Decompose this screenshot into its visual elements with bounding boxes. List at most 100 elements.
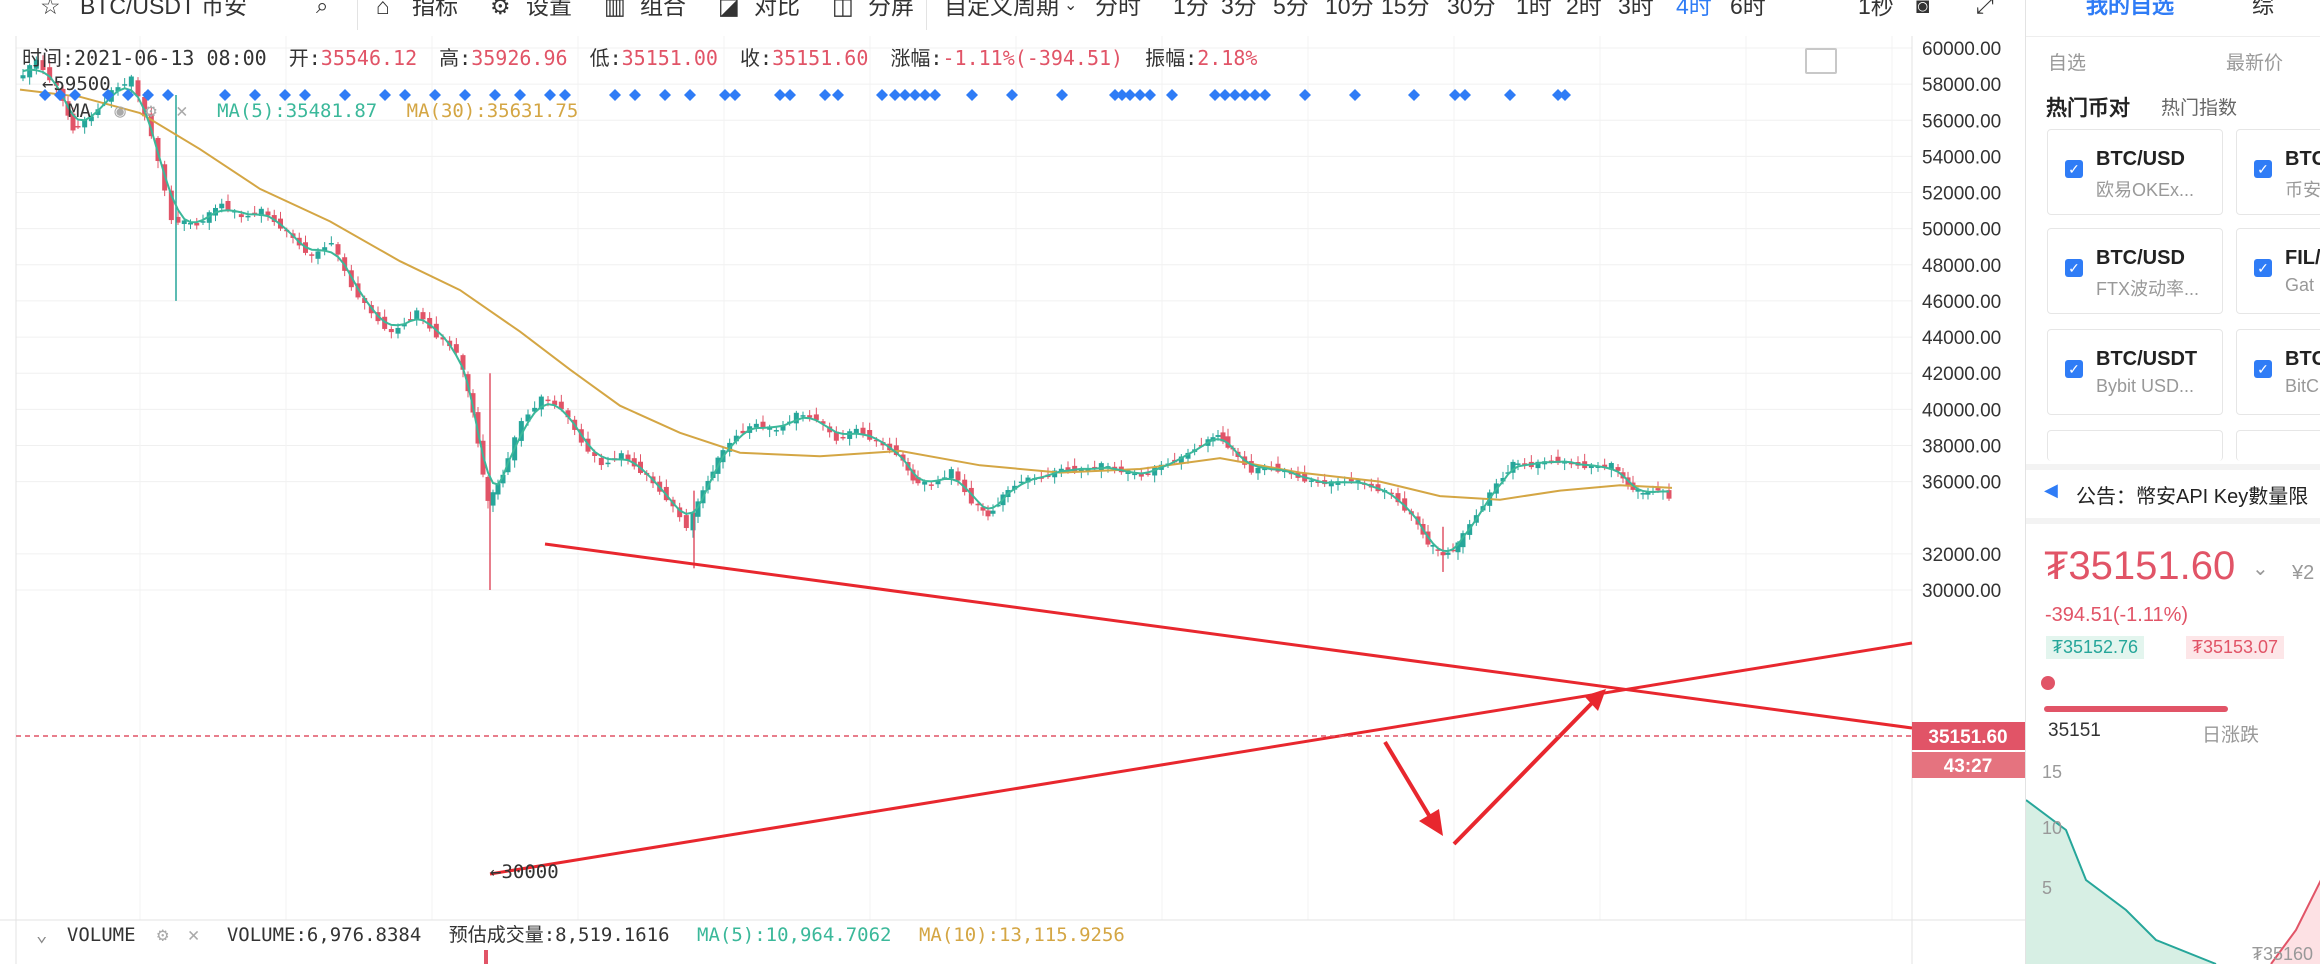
signal-marker-icon[interactable]	[819, 89, 831, 101]
coin-card[interactable]: ✓ BTC 币安	[2236, 129, 2320, 215]
tab-hot-index[interactable]: 热门指数	[2161, 98, 2238, 119]
announcement-bar[interactable]: ◀ 公告： 幣安API Key數量限	[2026, 470, 2320, 514]
signal-marker-icon[interactable]	[629, 89, 641, 101]
candlestick-chart-area[interactable]: ←59500 ←30000 60000.00 58000.00 56000.00 540…	[0, 36, 2025, 964]
coin-card[interactable]: ✓ BTC/USDT Bybit USD...	[2047, 329, 2223, 415]
signal-marker-icon[interactable]	[1459, 89, 1471, 101]
camera-icon[interactable]: ◙	[1916, 0, 1930, 18]
signal-marker-icon[interactable]	[1408, 89, 1420, 101]
signal-marker-icon[interactable]	[1239, 89, 1251, 101]
watchlist-label[interactable]: 自选	[2048, 53, 2087, 74]
signal-marker-icon[interactable]	[219, 89, 231, 101]
signal-marker-icon[interactable]	[1116, 89, 1128, 101]
interval-1s[interactable]: 1秒	[1858, 0, 1894, 19]
signal-marker-icon[interactable]	[1006, 89, 1018, 101]
signal-marker-icon[interactable]	[1229, 89, 1241, 101]
signal-marker-icon[interactable]	[279, 89, 291, 101]
indicators-icon[interactable]: ⌂	[376, 0, 390, 19]
coin-card-partial[interactable]	[2236, 430, 2320, 461]
compare-icon[interactable]: ◪	[718, 0, 740, 19]
checkbox-checked-icon[interactable]: ✓	[2065, 259, 2083, 277]
close-icon[interactable]: ✕	[176, 100, 188, 122]
signal-marker-icon[interactable]	[876, 89, 888, 101]
signal-marker-icon[interactable]	[429, 89, 441, 101]
period-tab-6[interactable]: 30分	[1447, 0, 1496, 19]
signal-marker-icon[interactable]	[1449, 89, 1461, 101]
signal-marker-icon[interactable]	[832, 89, 844, 101]
signal-marker-icon[interactable]	[1259, 89, 1271, 101]
signal-marker-icon[interactable]	[339, 89, 351, 101]
signal-marker-icon[interactable]	[966, 89, 978, 101]
signal-marker-icon[interactable]	[909, 89, 921, 101]
signal-marker-icon[interactable]	[1124, 89, 1136, 101]
period-tab-1[interactable]: 1分	[1173, 0, 1209, 19]
signal-marker-icon[interactable]	[69, 89, 81, 101]
signal-marker-icon[interactable]	[1552, 89, 1564, 101]
ascending-trendline[interactable]	[489, 641, 1913, 876]
favorite-star-icon[interactable]: ☆	[40, 0, 61, 19]
signal-marker-icon[interactable]	[1209, 89, 1221, 101]
signal-marker-icon[interactable]	[399, 89, 411, 101]
gear-icon[interactable]: ⚙	[157, 924, 169, 946]
symbol-label[interactable]: BTC/USDT 币安	[80, 0, 247, 19]
split-screen-button[interactable]: 分屏	[868, 0, 914, 19]
period-tab-7[interactable]: 1时	[1516, 0, 1552, 19]
signal-marker-icon[interactable]	[1056, 89, 1068, 101]
signal-marker-icon[interactable]	[1109, 89, 1121, 101]
signal-marker-icon[interactable]	[659, 89, 671, 101]
signal-marker-icon[interactable]	[719, 89, 731, 101]
checkbox-checked-icon[interactable]: ✓	[2065, 360, 2083, 378]
signal-marker-icon[interactable]	[1349, 89, 1361, 101]
tab-my-watchlist[interactable]: 我的自选	[2086, 0, 2175, 18]
signal-marker-icon[interactable]	[729, 89, 741, 101]
period-tab-11[interactable]: 6时	[1730, 0, 1766, 19]
signal-marker-icon[interactable]	[102, 89, 114, 101]
signal-marker-icon[interactable]	[609, 89, 621, 101]
fullscreen-icon[interactable]: ⤢	[1976, 0, 1994, 18]
signal-marker-icon[interactable]	[889, 89, 901, 101]
signal-marker-icon[interactable]	[514, 89, 526, 101]
signal-marker-icon[interactable]	[489, 89, 501, 101]
coin-card[interactable]: ✓ FIL/ Gat	[2236, 228, 2320, 314]
gear-icon[interactable]: ⚙	[145, 100, 157, 122]
period-tab-2[interactable]: 3分	[1221, 0, 1257, 19]
search-icon[interactable]: ⌕	[316, 0, 329, 18]
signal-marker-icon[interactable]	[774, 89, 786, 101]
checkbox-checked-icon[interactable]: ✓	[2254, 259, 2272, 277]
combo-button[interactable]: 组合	[640, 0, 686, 19]
checkbox-checked-icon[interactable]: ✓	[2065, 160, 2083, 178]
signal-marker-icon[interactable]	[929, 89, 941, 101]
descending-trendline[interactable]	[544, 542, 1913, 730]
signal-marker-icon[interactable]	[249, 89, 261, 101]
signal-marker-icon[interactable]	[919, 89, 931, 101]
checkbox-checked-icon[interactable]: ✓	[2254, 160, 2272, 178]
chevron-down-icon[interactable]: ⌄	[2252, 558, 2269, 580]
settings-button[interactable]: 设置	[526, 0, 572, 19]
settings-icon[interactable]: ⚙	[490, 0, 511, 19]
compare-button[interactable]: 对比	[754, 0, 800, 19]
signal-marker-icon[interactable]	[142, 89, 154, 101]
checkbox-checked-icon[interactable]: ✓	[2254, 360, 2272, 378]
period-tab-10[interactable]: 4时	[1676, 0, 1712, 19]
signal-marker-icon[interactable]	[559, 89, 571, 101]
signal-marker-icon[interactable]	[899, 89, 911, 101]
period-tab-8[interactable]: 2时	[1566, 0, 1602, 19]
signal-marker-icon[interactable]	[379, 89, 391, 101]
period-tab-0[interactable]: 分时	[1095, 0, 1141, 19]
signal-marker-icon[interactable]	[1144, 89, 1156, 101]
signal-marker-icon[interactable]	[39, 89, 51, 101]
coin-card[interactable]: ✓ BTC/USD 欧易OKEx...	[2047, 129, 2223, 215]
signal-marker-icon[interactable]	[684, 89, 696, 101]
period-tab-9[interactable]: 3时	[1618, 0, 1654, 19]
signal-marker-icon[interactable]	[459, 89, 471, 101]
signal-marker-icon[interactable]	[54, 89, 66, 101]
signal-marker-icon[interactable]	[1134, 89, 1146, 101]
signal-marker-icon[interactable]	[544, 89, 556, 101]
chevron-down-icon[interactable]: ⌄	[36, 924, 48, 946]
price-chart[interactable]: ←59500 ←30000 60000.00 58000.00 56000.00 540…	[0, 36, 2025, 964]
signal-marker-icon[interactable]	[784, 89, 796, 101]
tab-overview[interactable]: 综	[2252, 0, 2275, 18]
period-tab-5[interactable]: 15分	[1381, 0, 1430, 19]
split-screen-icon[interactable]: ◫	[832, 0, 854, 19]
close-icon[interactable]: ✕	[187, 924, 200, 946]
